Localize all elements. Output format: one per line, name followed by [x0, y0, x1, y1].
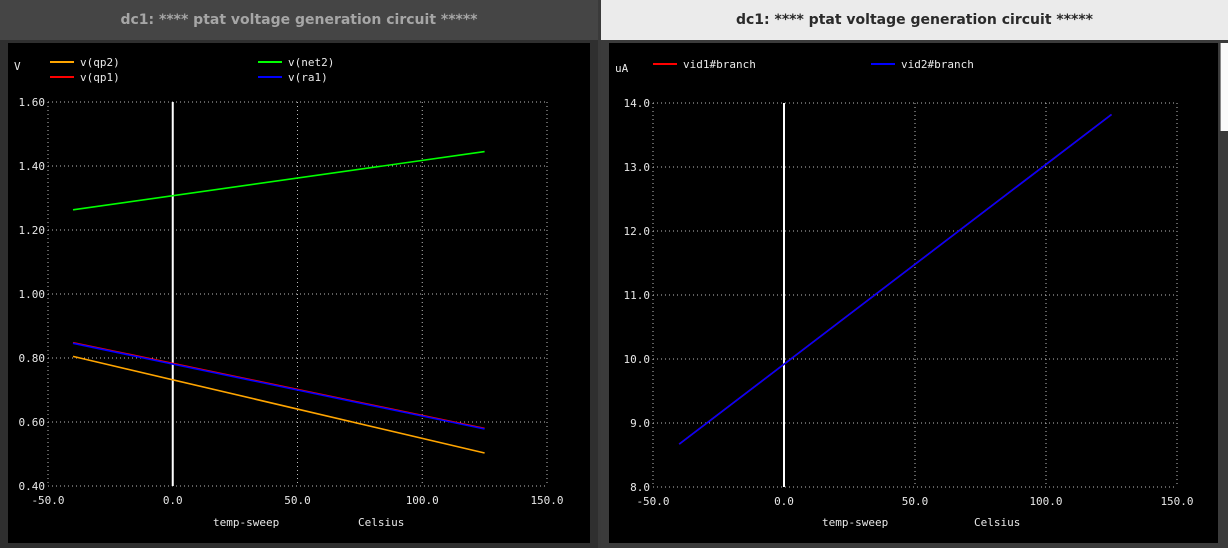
current-chart: -50.0 0.0 50.0 100.0 150.0 8.0 9.0 10.0 11.0 12.0… [615, 58, 1194, 529]
voltage-chart: -50.0 0.0 50.0 100.0 150.0 0.40 0.60 0.80 1.00 1.… [14, 56, 564, 529]
x-tick-label: 150.0 [1160, 495, 1193, 508]
y-tick-label: 13.0 [624, 161, 651, 174]
y-tick-label: 1.40 [19, 160, 46, 173]
x-tick-label: 0.0 [774, 495, 794, 508]
y-tick-label: 0.60 [19, 416, 46, 429]
window-title[interactable]: dc1: **** ptat voltage generation circui… [0, 0, 598, 40]
x-tick-label: -50.0 [31, 494, 64, 507]
legend-label: vid1#branch [683, 58, 756, 71]
series-line [72, 342, 485, 430]
y-tick-label: 1.00 [19, 288, 46, 301]
plot-area-voltage: -50.0 0.0 50.0 100.0 150.0 0.40 0.60 0.80 1.00 1.… [8, 43, 590, 543]
x-tick-label: 100.0 [1029, 495, 1062, 508]
y-tick-label: 0.40 [19, 480, 46, 493]
y-tick-label: 1.60 [19, 96, 46, 109]
x-tick-label: 100.0 [406, 494, 439, 507]
window-title[interactable]: dc1: **** ptat voltage generation circui… [601, 0, 1228, 40]
x-axis-label: temp-sweep [213, 516, 279, 529]
y-tick-label: 9.0 [630, 417, 650, 430]
legend-label: v(ra1) [288, 71, 328, 84]
plot-area-current: -50.0 0.0 50.0 100.0 150.0 8.0 9.0 10.0 11.0 12.0… [609, 43, 1218, 543]
y-axis-label: uA [615, 62, 629, 75]
legend-label: v(qp2) [80, 56, 120, 69]
series-line [678, 113, 1112, 445]
x-tick-label: -50.0 [636, 495, 669, 508]
legend-label: vid2#branch [901, 58, 974, 71]
x-tick-label: 150.0 [530, 494, 563, 507]
x-axis-unit: Celsius [358, 516, 404, 529]
y-tick-label: 14.0 [624, 97, 651, 110]
x-axis-unit: Celsius [974, 516, 1020, 529]
series-line [72, 150, 485, 211]
y-tick-label: 12.0 [624, 225, 651, 238]
y-tick-label: 0.80 [19, 352, 46, 365]
x-axis-label: temp-sweep [822, 516, 888, 529]
x-tick-label: 0.0 [163, 494, 183, 507]
y-axis-label: V [14, 60, 21, 73]
y-tick-label: 8.0 [630, 481, 650, 494]
x-tick-label: 50.0 [902, 495, 929, 508]
y-tick-label: 11.0 [624, 289, 651, 302]
y-tick-label: 10.0 [624, 353, 651, 366]
x-tick-label: 50.0 [284, 494, 311, 507]
adjacent-window-edge [1220, 43, 1228, 131]
plot-window-voltage[interactable]: dc1: **** ptat voltage generation circui… [0, 0, 598, 548]
series-line [72, 355, 485, 454]
legend-label: v(net2) [288, 56, 334, 69]
legend-label: v(qp1) [80, 71, 120, 84]
y-tick-label: 1.20 [19, 224, 46, 237]
plot-window-current[interactable]: dc1: **** ptat voltage generation circui… [601, 0, 1228, 548]
